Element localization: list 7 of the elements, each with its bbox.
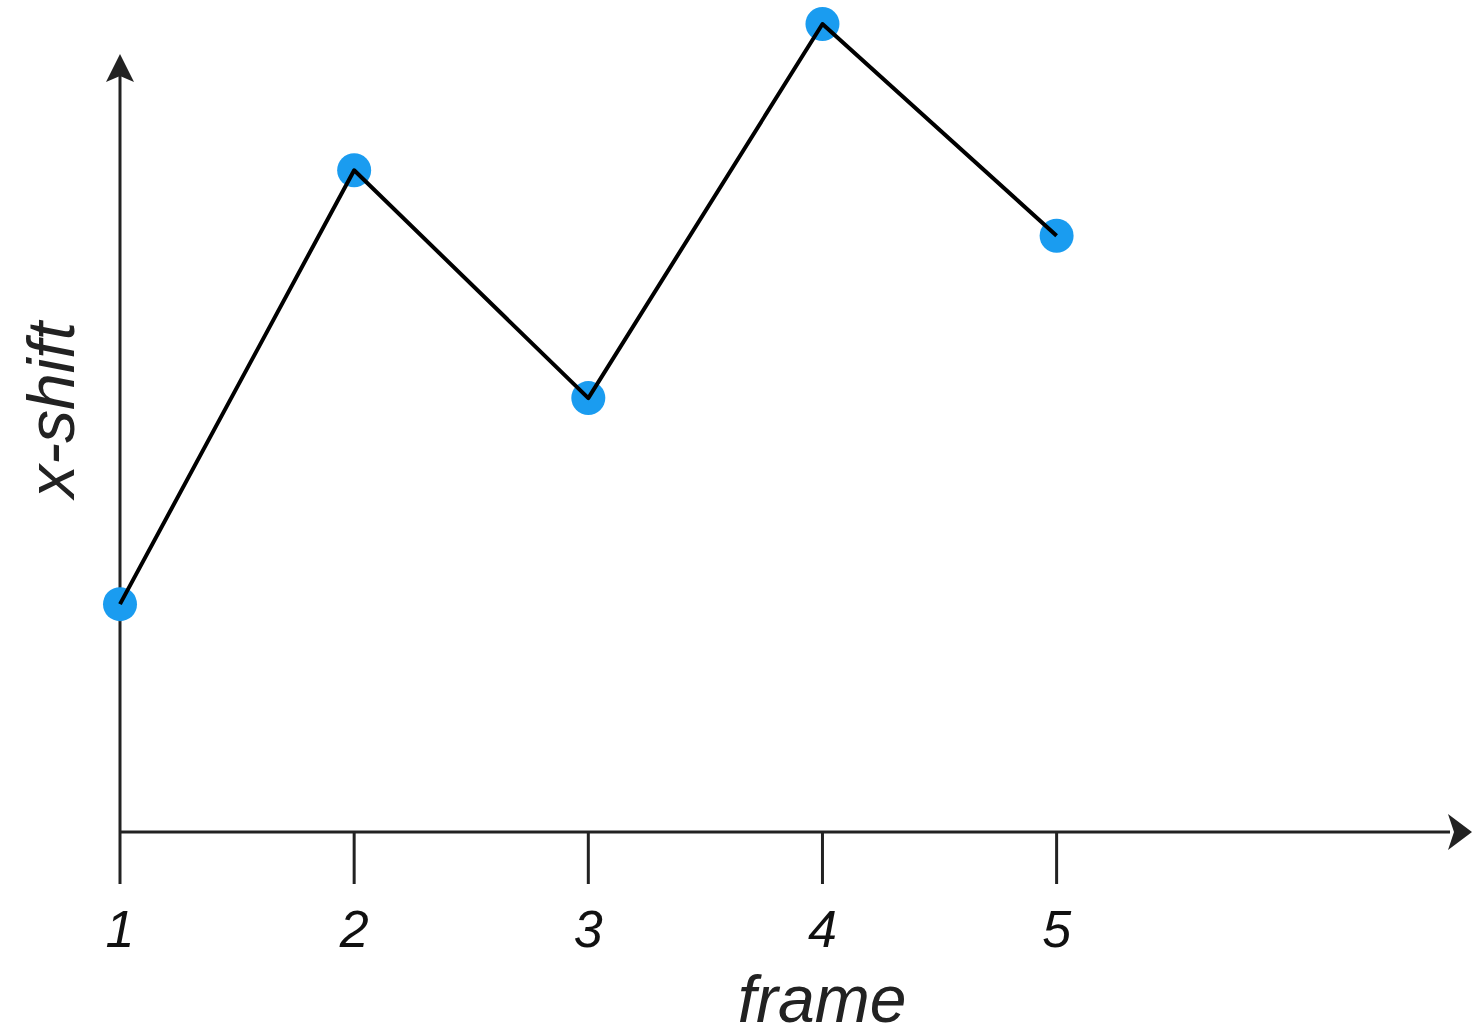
x-tick-label: 4 (808, 900, 837, 958)
x-tick-label: 5 (1042, 900, 1073, 958)
x-tick-label: 2 (338, 900, 369, 958)
x-axis-title: frame (737, 962, 907, 1031)
y-axis-title: x-shift (14, 319, 88, 502)
x-tick-label: 3 (573, 900, 603, 958)
x-tick-label: 1 (105, 900, 135, 958)
